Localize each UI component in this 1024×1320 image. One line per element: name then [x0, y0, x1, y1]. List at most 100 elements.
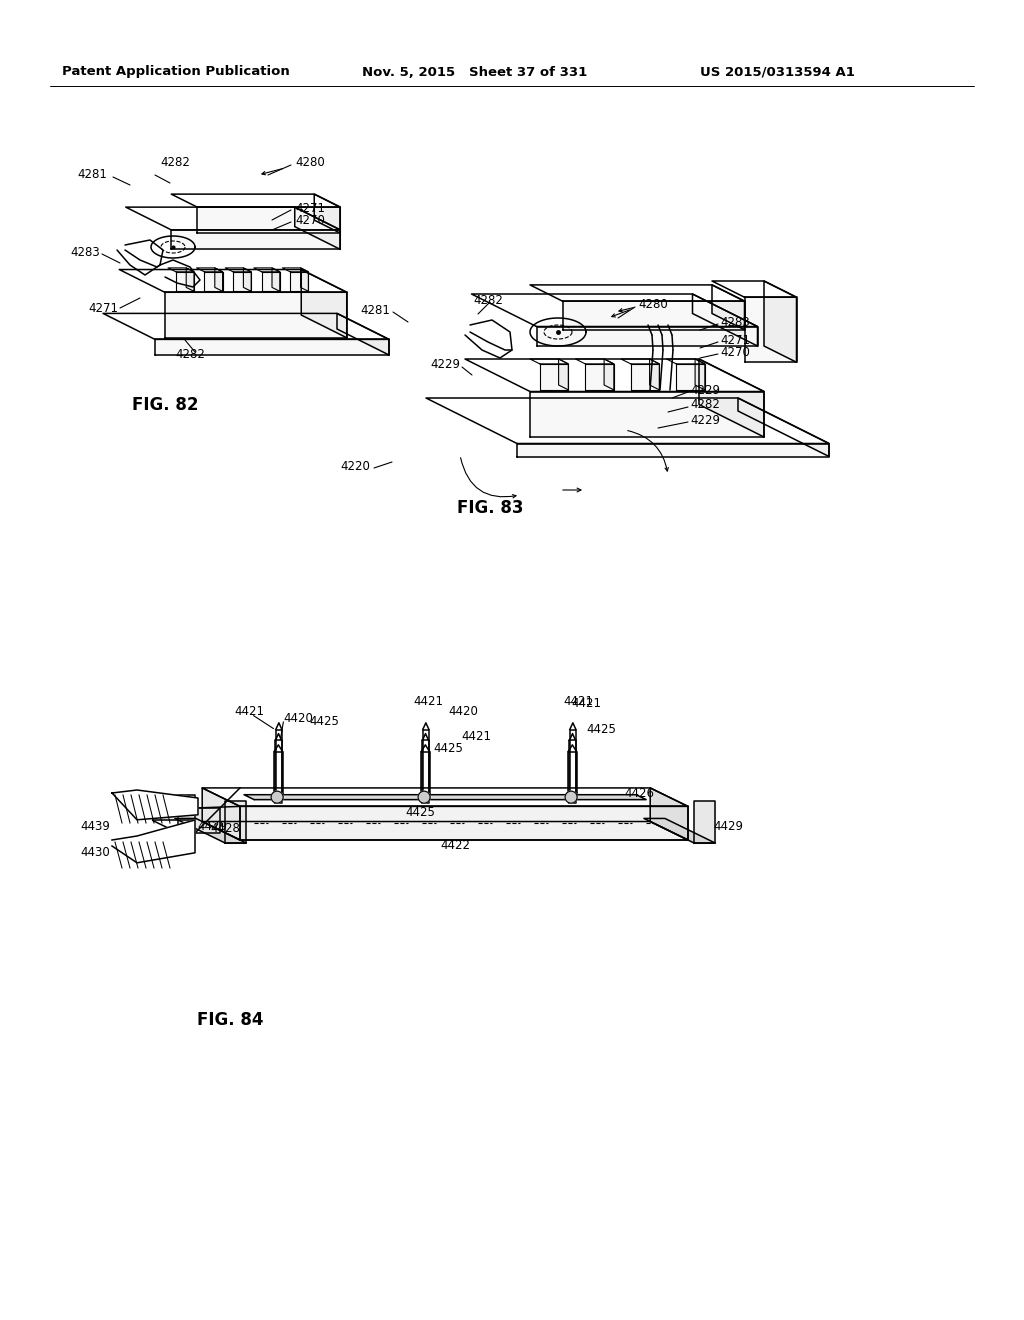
Text: 4229: 4229: [690, 413, 720, 426]
Text: 4282: 4282: [473, 293, 503, 306]
Polygon shape: [644, 818, 716, 843]
Polygon shape: [168, 268, 194, 272]
Polygon shape: [155, 339, 389, 355]
Text: 4422: 4422: [440, 840, 470, 853]
Circle shape: [418, 791, 430, 803]
Polygon shape: [112, 820, 195, 863]
Polygon shape: [225, 268, 251, 272]
Circle shape: [271, 791, 283, 803]
Polygon shape: [275, 730, 282, 792]
Polygon shape: [153, 795, 195, 821]
Text: 4421: 4421: [234, 705, 264, 718]
Text: 4425: 4425: [309, 715, 340, 729]
Polygon shape: [254, 268, 280, 272]
Polygon shape: [667, 359, 705, 364]
Polygon shape: [530, 392, 764, 437]
Polygon shape: [575, 359, 613, 364]
Polygon shape: [712, 285, 744, 330]
Polygon shape: [171, 230, 340, 249]
Polygon shape: [197, 268, 222, 272]
Text: 4420: 4420: [284, 711, 313, 725]
Polygon shape: [540, 364, 568, 389]
Polygon shape: [283, 268, 308, 272]
Polygon shape: [272, 268, 280, 292]
Polygon shape: [569, 730, 575, 792]
Polygon shape: [165, 292, 347, 338]
Polygon shape: [562, 301, 744, 330]
Text: 4425: 4425: [406, 807, 435, 820]
Text: 4271: 4271: [295, 202, 325, 214]
Polygon shape: [423, 730, 429, 792]
Polygon shape: [126, 207, 340, 230]
Polygon shape: [650, 788, 688, 840]
Text: 4283: 4283: [71, 246, 100, 259]
Polygon shape: [694, 801, 716, 843]
Polygon shape: [699, 359, 764, 437]
Text: US 2015/0313594 A1: US 2015/0313594 A1: [700, 66, 855, 78]
Text: 4425: 4425: [433, 742, 463, 755]
Text: 4282: 4282: [160, 157, 189, 169]
Text: 4421: 4421: [414, 696, 443, 709]
Text: 4421: 4421: [571, 697, 602, 710]
Text: 4271: 4271: [88, 301, 118, 314]
Polygon shape: [176, 272, 194, 292]
Polygon shape: [202, 821, 688, 840]
Polygon shape: [559, 359, 568, 389]
Polygon shape: [530, 359, 568, 364]
Polygon shape: [631, 364, 659, 389]
Polygon shape: [112, 789, 198, 820]
Polygon shape: [568, 751, 577, 797]
Polygon shape: [530, 285, 744, 301]
Text: 4281: 4281: [77, 169, 106, 181]
Text: 4425: 4425: [587, 722, 616, 735]
Polygon shape: [517, 444, 829, 457]
Polygon shape: [569, 741, 575, 804]
Polygon shape: [621, 359, 659, 364]
Polygon shape: [103, 313, 389, 339]
Polygon shape: [215, 268, 222, 292]
Polygon shape: [274, 751, 283, 797]
Polygon shape: [225, 801, 247, 843]
Text: 4229: 4229: [690, 384, 720, 396]
Text: 4470: 4470: [154, 800, 183, 813]
Text: 4421: 4421: [462, 730, 492, 743]
Text: FIG. 82: FIG. 82: [132, 396, 199, 414]
Text: 4421: 4421: [563, 696, 594, 709]
Polygon shape: [301, 269, 347, 338]
Polygon shape: [244, 795, 646, 800]
Polygon shape: [186, 268, 194, 292]
Text: 4282: 4282: [690, 399, 720, 412]
Polygon shape: [119, 269, 347, 292]
Polygon shape: [198, 207, 340, 234]
Polygon shape: [202, 788, 240, 840]
Text: 4229: 4229: [430, 359, 460, 371]
Text: 4428: 4428: [210, 821, 240, 834]
Text: 4280: 4280: [295, 157, 325, 169]
Text: 4270: 4270: [295, 214, 325, 227]
Polygon shape: [676, 364, 705, 389]
Polygon shape: [314, 194, 340, 234]
Polygon shape: [275, 741, 282, 804]
Text: 4430: 4430: [80, 846, 110, 859]
Text: 4281: 4281: [360, 304, 390, 317]
Polygon shape: [337, 313, 389, 355]
Polygon shape: [744, 297, 797, 362]
Text: FIG. 84: FIG. 84: [197, 1011, 263, 1030]
Polygon shape: [471, 294, 758, 326]
Text: 4420: 4420: [449, 705, 478, 718]
Polygon shape: [537, 326, 758, 346]
Text: Nov. 5, 2015   Sheet 37 of 331: Nov. 5, 2015 Sheet 37 of 331: [362, 66, 587, 78]
Polygon shape: [586, 364, 613, 389]
Polygon shape: [764, 281, 797, 362]
Polygon shape: [695, 359, 705, 389]
Text: FIG. 83: FIG. 83: [457, 499, 523, 517]
Polygon shape: [604, 359, 613, 389]
Polygon shape: [465, 359, 764, 392]
Polygon shape: [202, 788, 688, 807]
Polygon shape: [426, 399, 829, 444]
Polygon shape: [171, 194, 340, 207]
Text: 4220: 4220: [340, 461, 370, 474]
Polygon shape: [301, 268, 308, 292]
Polygon shape: [261, 272, 280, 292]
Polygon shape: [240, 807, 688, 840]
